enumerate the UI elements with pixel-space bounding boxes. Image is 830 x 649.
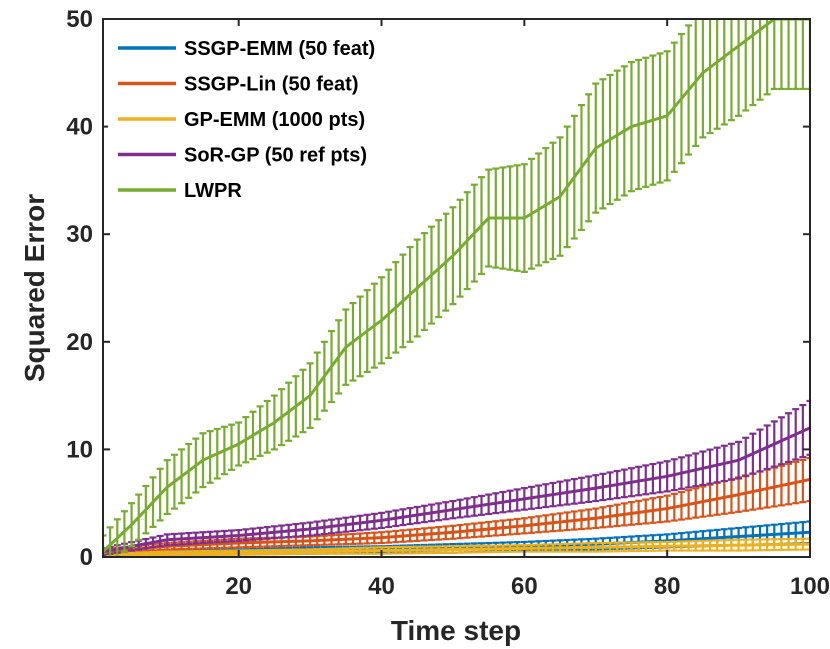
- data-point: [451, 508, 455, 511]
- legend-item-sor-gp-50-ref-pts: SoR-GP (50 ref pts): [118, 145, 367, 167]
- data-point: [594, 517, 597, 520]
- legend-item-gp-emm-1000-pts: GP-EMM (1000 pts): [118, 109, 365, 131]
- legend-item-lwpr: LWPR: [118, 180, 242, 202]
- data-point: [594, 486, 597, 490]
- data-point: [665, 507, 669, 510]
- legend-box: [108, 27, 443, 215]
- y-tick-label: 20: [66, 329, 93, 356]
- data-point: [487, 216, 490, 220]
- x-tick-label: 60: [511, 573, 538, 600]
- legend: SSGP-EMM (50 feat) SSGP-Lin (50 feat) GP-E…: [108, 27, 443, 215]
- data-point: [523, 497, 526, 501]
- x-tick-label: 100: [790, 573, 830, 600]
- legend-label: SSGP-Lin (50 feat): [184, 74, 358, 96]
- data-point: [451, 531, 455, 534]
- data-point: [201, 458, 205, 462]
- legend-item-ssgp-lin-50-feat: SSGP-Lin (50 feat): [118, 74, 358, 96]
- data-point: [308, 527, 312, 531]
- legend-label: SoR-GP (50 ref pts): [184, 145, 367, 167]
- data-point: [273, 421, 276, 424]
- data-point: [237, 541, 240, 545]
- data-point: [380, 536, 383, 539]
- data-point: [665, 545, 669, 548]
- data-point: [237, 534, 240, 537]
- data-point: [166, 538, 169, 541]
- plot-frame: [102, 18, 811, 558]
- legend-item-ssgp-emm-50-feat: SSGP-EMM (50 feat): [118, 38, 375, 60]
- x-tick-label: 80: [654, 573, 681, 600]
- legend-label: GP-EMM (1000 pts): [184, 109, 365, 131]
- data-point: [523, 216, 526, 220]
- data-point: [344, 345, 348, 349]
- data-point: [665, 114, 669, 118]
- data-point: [701, 71, 705, 75]
- x-tick-label: 40: [368, 573, 395, 600]
- data-point: [451, 548, 455, 551]
- data-point: [416, 286, 419, 290]
- series-layer: [103, 19, 810, 557]
- data-point: [451, 254, 455, 257]
- data-point: [594, 546, 597, 549]
- y-tick-label: 50: [66, 6, 93, 33]
- series-gp-emm-1000-pts: [103, 537, 810, 557]
- data-point: [130, 523, 133, 526]
- data-point: [308, 539, 312, 543]
- series-sor-gp-50-ref-pts: [103, 399, 810, 556]
- x-axis-label: Time step: [391, 615, 521, 646]
- data-point: [523, 524, 526, 527]
- data-point: [737, 458, 740, 462]
- data-point: [308, 394, 312, 397]
- data-point: [665, 475, 669, 478]
- tick-layer: 20 40 60 80 100 0 10 20 30 40 50: [66, 6, 830, 600]
- y-axis-label: Squared Error: [19, 194, 50, 382]
- series-ssgp-lin-50-feat: [103, 456, 810, 555]
- y-tick-label: 0: [80, 544, 93, 571]
- data-point: [737, 535, 740, 538]
- data-point: [630, 125, 633, 128]
- data-point: [237, 442, 240, 446]
- y-tick-label: 10: [66, 436, 93, 463]
- x-tick-label: 20: [225, 573, 252, 600]
- data-point: [737, 44, 740, 48]
- y-tick-label: 30: [66, 221, 93, 248]
- legend-label: LWPR: [184, 180, 242, 202]
- data-point: [737, 543, 740, 547]
- data-point: [380, 519, 383, 522]
- series-lwpr: [103, 19, 810, 557]
- data-point: [166, 552, 169, 555]
- y-tick-label: 40: [66, 114, 93, 141]
- legend-label: SSGP-EMM (50 feat): [184, 38, 375, 60]
- data-point: [558, 195, 562, 198]
- data-point: [308, 550, 312, 553]
- data-point: [594, 146, 597, 150]
- data-point: [523, 547, 526, 550]
- data-point: [737, 493, 740, 496]
- data-point: [166, 485, 169, 489]
- data-point: [380, 319, 383, 322]
